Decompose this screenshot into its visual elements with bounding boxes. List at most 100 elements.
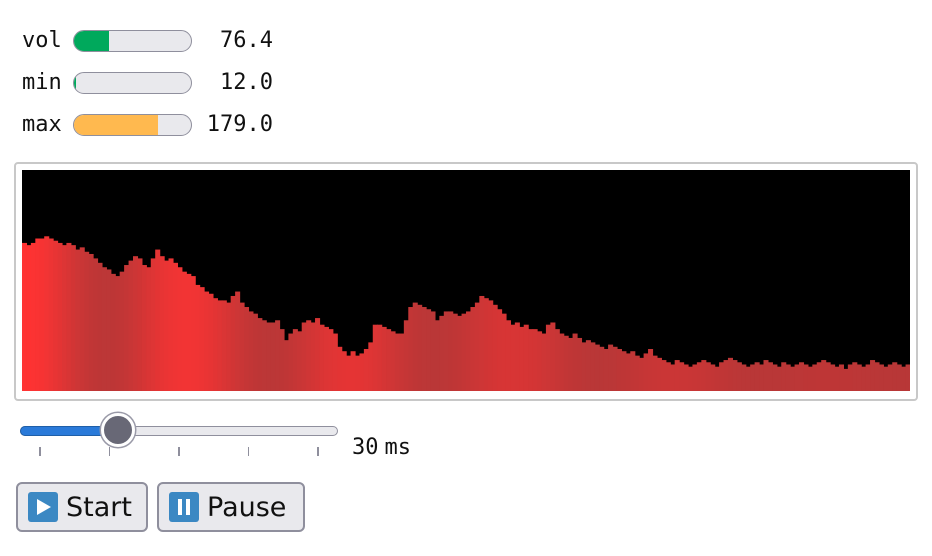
spectrum-bar	[852, 362, 858, 391]
spectrum-bar	[408, 307, 414, 391]
spectrum-bar	[608, 344, 614, 391]
spectrum-bar	[390, 331, 396, 391]
spectrum-bar	[736, 362, 742, 391]
spectrum-bar	[221, 300, 227, 391]
spectrum-bar	[545, 324, 551, 391]
spectrum-bar	[799, 362, 805, 391]
spectrum-bar	[128, 260, 134, 391]
speed-slider-thumb[interactable]	[100, 413, 135, 447]
spectrum-bar	[93, 258, 99, 391]
spectrum-bar	[714, 366, 720, 391]
spectrum-bar	[763, 360, 769, 391]
spectrum-bar	[634, 355, 640, 391]
spectrum-bar	[612, 346, 618, 391]
spectrum-bar	[341, 351, 347, 391]
spectrum-bar	[257, 318, 263, 391]
spectrum-bar	[430, 311, 436, 391]
spectrum-bar	[452, 313, 458, 391]
spectrum-bar	[466, 311, 472, 391]
spectrum-bar	[759, 364, 765, 391]
spectrum-bar	[310, 322, 316, 391]
spectrum-bar	[30, 242, 36, 391]
spectrum-bar	[785, 364, 791, 391]
pause-button[interactable]: Pause	[157, 482, 305, 532]
spectrum-bar	[66, 242, 72, 391]
spectrum-bar	[692, 364, 698, 391]
spectrum-bar	[204, 291, 210, 391]
spectrum-bar	[479, 295, 485, 391]
spectrum-bar	[732, 360, 738, 391]
spectrum-bar	[137, 258, 143, 391]
spectrum-bar	[319, 324, 325, 391]
spectrum-bar	[665, 362, 671, 391]
spectrum-bar	[279, 329, 285, 391]
pause-icon	[169, 492, 199, 522]
spectrum-bar	[856, 364, 862, 391]
slider-tick	[178, 447, 180, 456]
spectrum-bar	[581, 342, 587, 391]
spectrum-bar	[141, 265, 147, 391]
spectrum-bar	[97, 262, 103, 391]
min-value: 12.0	[220, 70, 273, 95]
spectrum-bar	[377, 324, 383, 391]
spectrum-bar	[519, 326, 525, 391]
spectrum-bar	[772, 364, 778, 391]
spectrum-bar	[483, 298, 489, 391]
vol-value: 76.4	[220, 28, 273, 53]
spectrum-bar	[328, 329, 334, 391]
spectrum-bar	[332, 333, 338, 391]
spectrum-bar	[648, 349, 654, 391]
spectrum-bar	[705, 362, 711, 391]
spectrum-bar	[776, 366, 782, 391]
spectrum-bar	[830, 364, 836, 391]
spectrum-bar	[443, 311, 449, 391]
spectrum-bar	[767, 362, 773, 391]
spectrum-bar	[35, 238, 41, 391]
spectrum-bar	[585, 340, 591, 391]
spectrum-bar	[870, 360, 876, 391]
spectrum-bar	[101, 267, 107, 391]
spectrum-bar	[674, 360, 680, 391]
spectrum-bar	[217, 300, 223, 391]
spectrum-bar	[275, 320, 281, 391]
spectrum-bar	[235, 291, 241, 391]
spectrum-bar	[537, 331, 543, 391]
spectrum-bar	[426, 309, 432, 391]
spectrum-bar	[874, 362, 880, 391]
slider-tick	[39, 447, 41, 456]
spectrum-bar	[474, 302, 480, 391]
spectrum-bar	[577, 337, 583, 391]
spectrum-bar	[230, 295, 236, 391]
max-label: max	[22, 112, 62, 137]
spectrum-bar	[639, 357, 645, 391]
spectrum-bar	[790, 366, 796, 391]
spectrum-bar	[816, 362, 822, 391]
spectrum-bar	[838, 364, 844, 391]
spectrum-bar	[53, 240, 59, 391]
spectrum-bar	[61, 245, 67, 391]
spectrum-bar	[412, 302, 418, 391]
spectrum-bar	[492, 304, 498, 391]
spectrum-bar	[750, 364, 756, 391]
spectrum-canvas	[22, 170, 910, 391]
spectrum-bar	[363, 349, 369, 391]
spectrum-bar	[754, 362, 760, 391]
spectrum-bar	[834, 366, 840, 391]
spectrum-bar	[568, 337, 574, 391]
spectrum-bar	[399, 333, 405, 391]
spectrum-bar	[896, 364, 902, 391]
spectrum-bar	[26, 245, 32, 391]
spectrum-bar	[439, 315, 445, 391]
spectrum-bar	[781, 362, 787, 391]
spectrum-bar	[652, 355, 658, 391]
speed-slider-track[interactable]	[20, 426, 338, 436]
start-button[interactable]: Start	[16, 482, 148, 532]
spectrum-bar	[381, 326, 387, 391]
spectrum-bar	[226, 302, 232, 391]
min-meter	[73, 72, 192, 94]
spectrum-bar	[541, 333, 547, 391]
spectrum-bar	[554, 329, 560, 391]
spectrum-bar	[812, 364, 818, 391]
slider-unit: ms	[384, 435, 412, 460]
spectrum-bar	[794, 364, 800, 391]
